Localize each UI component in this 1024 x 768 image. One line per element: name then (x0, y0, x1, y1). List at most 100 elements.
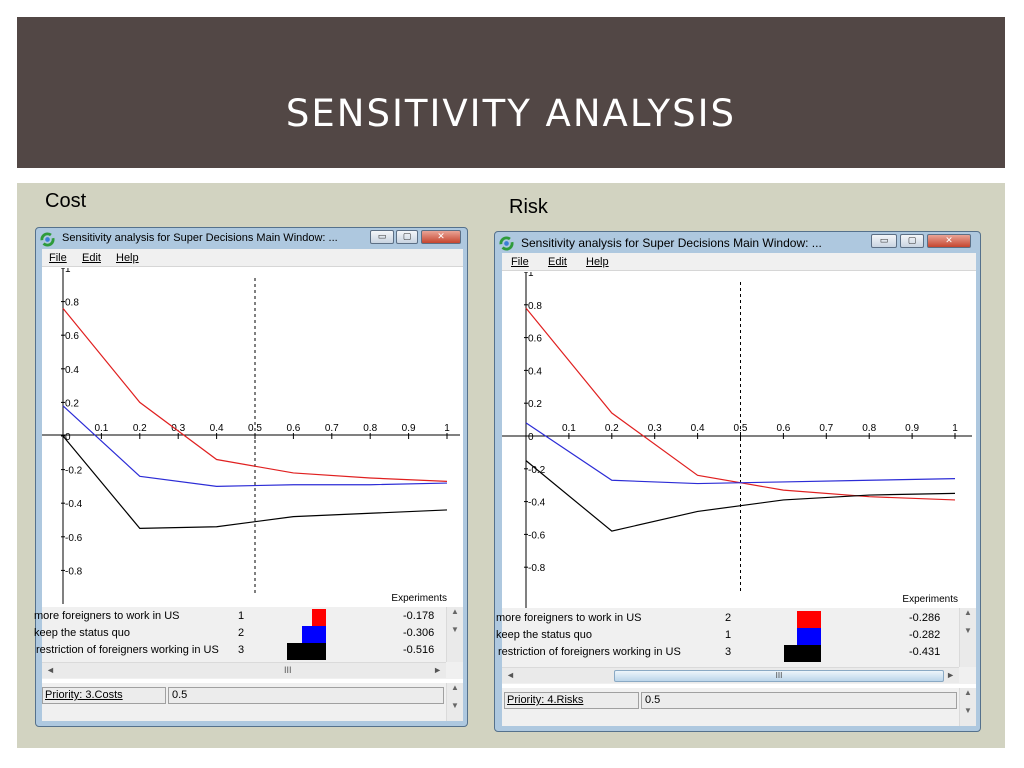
alternative-rank: 2 (725, 612, 732, 624)
refresh-icon (499, 236, 514, 251)
alternative-rank: 3 (725, 646, 732, 658)
priority-value-field[interactable]: 0.5 (168, 687, 444, 704)
menu-edit[interactable]: Edit (82, 252, 101, 264)
maximize-button[interactable]: ▢ (900, 234, 924, 248)
x-tick-label: 0.7 (819, 423, 833, 434)
scroll-left-arrow[interactable]: ◄ (46, 665, 55, 675)
list-item[interactable]: more foreigners to work in US 2 -0.286 (496, 611, 959, 628)
series-line-keep-the-status-quo (525, 422, 956, 485)
alternative-rank: 3 (238, 644, 245, 656)
y-tick-label: 0.8 (65, 298, 79, 309)
alternative-value: -0.178 (403, 610, 435, 622)
alternative-name: keep the status quo (34, 627, 131, 639)
alternative-rank: 1 (725, 629, 732, 641)
maximize-button[interactable]: ▢ (396, 230, 418, 244)
y-tick-label: 0.6 (528, 334, 542, 345)
minimize-button[interactable]: ▭ (370, 230, 394, 244)
refresh-icon (40, 232, 55, 247)
x-tick-label: 0.4 (210, 423, 224, 434)
window-body: File Edit Help 1 0.8 0.6 0.4 0.2 0 -0.2 -0.4 -0.… (496, 253, 976, 726)
list-horizontal-scrollbar[interactable]: ◄ III ► (42, 662, 446, 678)
scroll-thumb[interactable]: III (614, 670, 944, 682)
y-tick-label: 0.8 (528, 301, 542, 312)
rank-bar-red (797, 611, 821, 628)
x-tick-label: 0.7 (325, 423, 339, 434)
rank-bar-black (287, 643, 326, 660)
window-titlebar[interactable]: Sensitivity analysis for Super Decisions… (36, 228, 467, 250)
alternative-value: -0.431 (909, 646, 941, 658)
risk-sensitivity-window: Sensitivity analysis for Super Decisions… (494, 231, 981, 732)
close-button[interactable]: ✕ (421, 230, 461, 244)
priority-label[interactable]: Priority: 4.Risks (504, 692, 639, 709)
priority-value-field[interactable]: 0.5 (641, 692, 957, 709)
menu-help[interactable]: Help (116, 252, 139, 264)
list-item[interactable]: keep the status quo 1 -0.282 (496, 628, 959, 645)
y-tick-label: 0.2 (528, 399, 542, 410)
list-item[interactable]: more foreigners to work in US 1 -0.178 (34, 609, 446, 626)
alternative-value: -0.306 (403, 627, 435, 639)
alternative-value: -0.286 (909, 612, 941, 624)
x-axis-label: Experiments (391, 593, 447, 604)
y-tick-label: -0.8 (65, 566, 83, 577)
menu-file[interactable]: File (511, 256, 529, 268)
y-tick-label: -0.4 (528, 498, 546, 509)
x-tick-label: 0.2 (605, 423, 619, 434)
rank-bar-blue (302, 626, 326, 643)
priority-area: Priority: 4.Risks 0.5 ▲ ▼ (502, 688, 976, 726)
scroll-left-arrow[interactable]: ◄ (506, 670, 515, 680)
list-item[interactable]: restriction of foreigners working in US … (498, 645, 959, 662)
scroll-thumb-grip[interactable]: III (284, 665, 292, 675)
x-tick-label: 0.4 (691, 423, 705, 434)
alternative-rank: 2 (238, 627, 245, 639)
list-horizontal-scrollbar[interactable]: ◄ III ► (502, 667, 959, 683)
list-item[interactable]: restriction of foreigners working in US … (36, 643, 446, 660)
sensitivity-plot: 1 0.8 0.6 0.4 0.2 0 -0.2 -0.4 -0.6 -0.8 0.1 0.2 0.3… (42, 268, 460, 604)
menubar: File Edit Help (42, 249, 463, 267)
x-tick-label: 0.9 (402, 423, 416, 434)
window-titlebar[interactable]: Sensitivity analysis for Super Decisions… (495, 232, 980, 254)
rank-bar-blue (797, 628, 821, 645)
close-button[interactable]: ✕ (927, 234, 971, 248)
rank-bar-black (784, 645, 821, 662)
y-tick-label: 0 (65, 432, 71, 443)
alternative-name: more foreigners to work in US (34, 610, 180, 622)
y-tick-label: 0.2 (65, 398, 79, 409)
alternative-name: restriction of foreigners working in US (36, 644, 219, 656)
menu-help[interactable]: Help (586, 256, 609, 268)
rank-bar-red (312, 609, 326, 626)
slide-title: SENSITIVITY ANALYSIS (285, 92, 737, 135)
y-tick-label: 0.4 (65, 365, 79, 376)
y-tick-label: 0.4 (528, 366, 542, 377)
y-tick-label: 1 (65, 268, 71, 275)
x-tick-label: 0.9 (905, 423, 919, 434)
menu-edit[interactable]: Edit (548, 256, 567, 268)
priority-label[interactable]: Priority: 3.Costs (42, 687, 166, 704)
series-line-keep-the-status-quo (62, 405, 448, 488)
list-vertical-scrollbar[interactable]: ▲ ▼ (446, 607, 463, 662)
window-title: Sensitivity analysis for Super Decisions… (521, 236, 822, 250)
y-tick-label: 0.6 (65, 331, 79, 342)
sensitivity-plot: 1 0.8 0.6 0.4 0.2 0 -0.2 -0.4 -0.6 -0.8 0.1 0.2 0.3… (502, 272, 972, 608)
minimize-button[interactable]: ▭ (871, 234, 897, 248)
alternative-rank: 1 (238, 610, 245, 622)
series-line-restriction-of-foreigners-working-in-us (62, 435, 448, 530)
x-tick-label: 0.6 (776, 423, 790, 434)
alternative-name: keep the status quo (496, 629, 593, 641)
series-line-more-foreigners-to-work-in-us (62, 307, 448, 482)
priority-scrollbar[interactable]: ▲ ▼ (446, 683, 463, 721)
alternative-name: restriction of foreigners working in US (498, 646, 681, 658)
y-tick-label: -0.2 (528, 465, 546, 476)
priority-area: Priority: 3.Costs 0.5 ▲ ▼ (42, 683, 463, 721)
alternative-name: more foreigners to work in US (496, 612, 642, 624)
list-item[interactable]: keep the status quo 2 -0.306 (34, 626, 446, 643)
y-tick-label: -0.2 (65, 466, 83, 477)
scroll-right-arrow[interactable]: ► (946, 670, 955, 680)
scroll-right-arrow[interactable]: ► (433, 665, 442, 675)
x-axis-label: Experiments (902, 594, 958, 605)
alternatives-list: more foreigners to work in US 1 -0.178 k… (34, 607, 463, 679)
list-vertical-scrollbar[interactable]: ▲ ▼ (959, 608, 976, 667)
x-tick-label: 0.3 (171, 423, 185, 434)
menu-file[interactable]: File (49, 252, 67, 264)
priority-scrollbar[interactable]: ▲ ▼ (959, 688, 976, 726)
x-tick-label: 1 (952, 423, 958, 434)
